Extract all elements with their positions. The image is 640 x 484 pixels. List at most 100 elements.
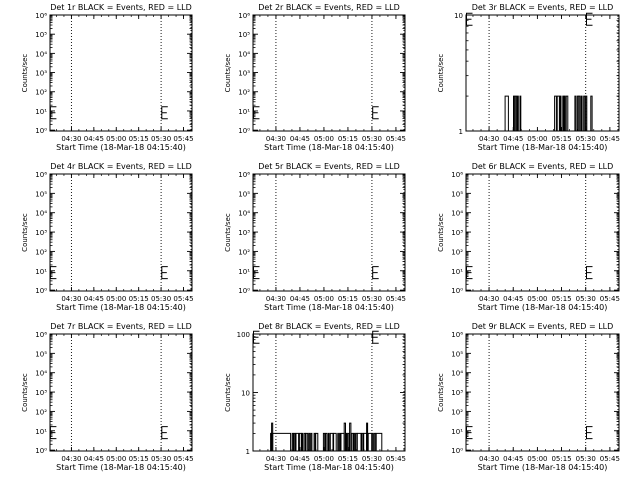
- y-tick-label: 10¹: [451, 268, 463, 276]
- x-tick-label: 05:30: [362, 295, 382, 303]
- event-rate-segment: [577, 96, 578, 131]
- y-tick-label: 10¹: [35, 108, 47, 116]
- x-axis-label: Start Time (18-Mar-18 04:15:40): [264, 303, 394, 312]
- y-tick-label: 10⁰: [35, 127, 47, 135]
- event-rate-segment: [564, 96, 565, 131]
- event-marker: [373, 331, 379, 343]
- x-tick-label: 05:45: [173, 295, 193, 303]
- y-tick-label: 10¹: [35, 428, 47, 436]
- y-tick-label: 10⁴: [35, 50, 47, 58]
- event-marker: [162, 107, 168, 119]
- y-tick-label: 10²: [35, 89, 47, 97]
- x-tick-label: 05:00: [527, 135, 547, 143]
- y-tick-label: 10⁰: [238, 287, 250, 295]
- event-rate-segment: [304, 433, 305, 451]
- y-axis-label: Counts/sec: [224, 54, 232, 93]
- y-tick-label: 10⁶: [451, 331, 463, 339]
- x-tick-label: 05:15: [129, 135, 149, 143]
- event-rate-segment: [520, 96, 521, 131]
- x-tick-label: 05:15: [129, 455, 149, 463]
- event-marker: [254, 331, 260, 343]
- panel-det-8: Det 8r BLACK = Events, RED = LLD11010004…: [224, 322, 406, 472]
- x-tick-label: 04:45: [290, 295, 310, 303]
- x-tick-label: 05:15: [338, 295, 358, 303]
- y-tick-label: 10³: [238, 70, 250, 78]
- event-rate-segment: [566, 96, 568, 131]
- y-tick-label: 10²: [238, 89, 250, 97]
- event-rate-segment: [351, 433, 353, 451]
- panel-title: Det 4r BLACK = Events, RED = LLD: [50, 162, 192, 171]
- y-tick-label: 10³: [35, 229, 47, 237]
- event-rate-segment: [557, 96, 559, 131]
- y-tick-label: 1: [459, 128, 463, 136]
- y-axis-label: Counts/sec: [437, 54, 445, 93]
- event-rate-segment: [367, 423, 368, 451]
- panel-title: Det 5r BLACK = Events, RED = LLD: [258, 162, 400, 171]
- panel-det-6: Det 6r BLACK = Events, RED = LLD10⁰10¹10…: [437, 162, 620, 312]
- y-tick-label: 10⁵: [35, 31, 47, 39]
- x-tick-label: 04:30: [479, 135, 499, 143]
- event-marker: [373, 267, 379, 279]
- event-rate-segment: [309, 433, 310, 451]
- y-tick-label: 10³: [35, 389, 47, 397]
- y-tick-label: 10⁰: [451, 447, 463, 455]
- x-tick-label: 04:45: [84, 135, 104, 143]
- event-rate-segment: [311, 433, 312, 451]
- event-rate-segment: [563, 96, 564, 131]
- x-tick-label: 05:45: [386, 135, 406, 143]
- y-tick-label: 10⁵: [451, 190, 463, 198]
- event-marker: [587, 267, 593, 279]
- y-tick-label: 10¹: [238, 108, 250, 116]
- x-axis-label: Start Time (18-Mar-18 04:15:40): [264, 463, 394, 472]
- x-tick-label: 05:45: [173, 135, 193, 143]
- y-axis-label: Counts/sec: [21, 373, 29, 412]
- y-tick-label: 10⁵: [238, 31, 250, 39]
- panel-title: Det 7r BLACK = Events, RED = LLD: [50, 322, 192, 331]
- x-tick-label: 05:15: [551, 455, 571, 463]
- event-rate-segment: [338, 433, 339, 451]
- x-tick-label: 04:30: [479, 455, 499, 463]
- event-rate-segment: [357, 433, 361, 451]
- event-rate-segment: [517, 96, 518, 131]
- y-tick-label: 10⁶: [451, 171, 463, 179]
- x-axis-label: Start Time (18-Mar-18 04:15:40): [56, 143, 186, 152]
- x-tick-label: 05:45: [386, 455, 406, 463]
- x-tick-label: 05:30: [576, 295, 596, 303]
- event-rate-segment: [326, 433, 327, 451]
- event-marker: [162, 427, 168, 439]
- x-tick-label: 04:30: [266, 295, 286, 303]
- event-rate-segment: [584, 96, 585, 131]
- y-tick-label: 10⁴: [451, 210, 463, 218]
- y-tick-label: 10¹: [35, 268, 47, 276]
- x-axis-label: Start Time (18-Mar-18 04:15:40): [56, 303, 186, 312]
- x-tick-label: 05:00: [527, 295, 547, 303]
- y-tick-label: 10⁶: [35, 12, 47, 20]
- y-tick-label: 10¹: [238, 268, 250, 276]
- x-tick-label: 05:00: [314, 295, 334, 303]
- panel-det-1: Det 1r BLACK = Events, RED = LLD 10⁰ 10¹ 10…: [21, 3, 194, 152]
- y-axis-label: Counts/sec: [21, 54, 29, 93]
- x-tick-label: 04:45: [84, 455, 104, 463]
- x-tick-label: 04:30: [61, 295, 81, 303]
- x-tick-label: 05:15: [338, 135, 358, 143]
- x-tick-label: 05:15: [338, 455, 358, 463]
- y-tick-label: 10⁶: [238, 12, 250, 20]
- x-axis-label: Start Time (18-Mar-18 04:15:40): [478, 303, 608, 312]
- y-axis-label: Counts/sec: [21, 213, 29, 252]
- x-tick-label: 05:30: [151, 135, 171, 143]
- y-tick-label: 10¹: [451, 428, 463, 436]
- x-tick-label: 04:45: [84, 295, 104, 303]
- event-rate-segment: [362, 433, 363, 451]
- y-tick-label: 10⁴: [238, 210, 250, 218]
- y-tick-label: 10⁵: [35, 190, 47, 198]
- event-rate-segment: [354, 433, 355, 451]
- event-rate-segment: [579, 96, 580, 131]
- y-tick-label: 10⁴: [35, 370, 47, 378]
- panel-title: Det 1r BLACK = Events, RED = LLD: [50, 3, 192, 12]
- x-axis-label: Start Time (18-Mar-18 04:15:40): [264, 143, 394, 152]
- x-tick-label: 05:30: [151, 295, 171, 303]
- y-tick-label: 100: [237, 331, 250, 339]
- event-rate-segment: [306, 433, 308, 451]
- x-tick-label: 05:45: [386, 295, 406, 303]
- panel-det-9: Det 9r BLACK = Events, RED = LLD10⁰10¹10…: [437, 322, 620, 472]
